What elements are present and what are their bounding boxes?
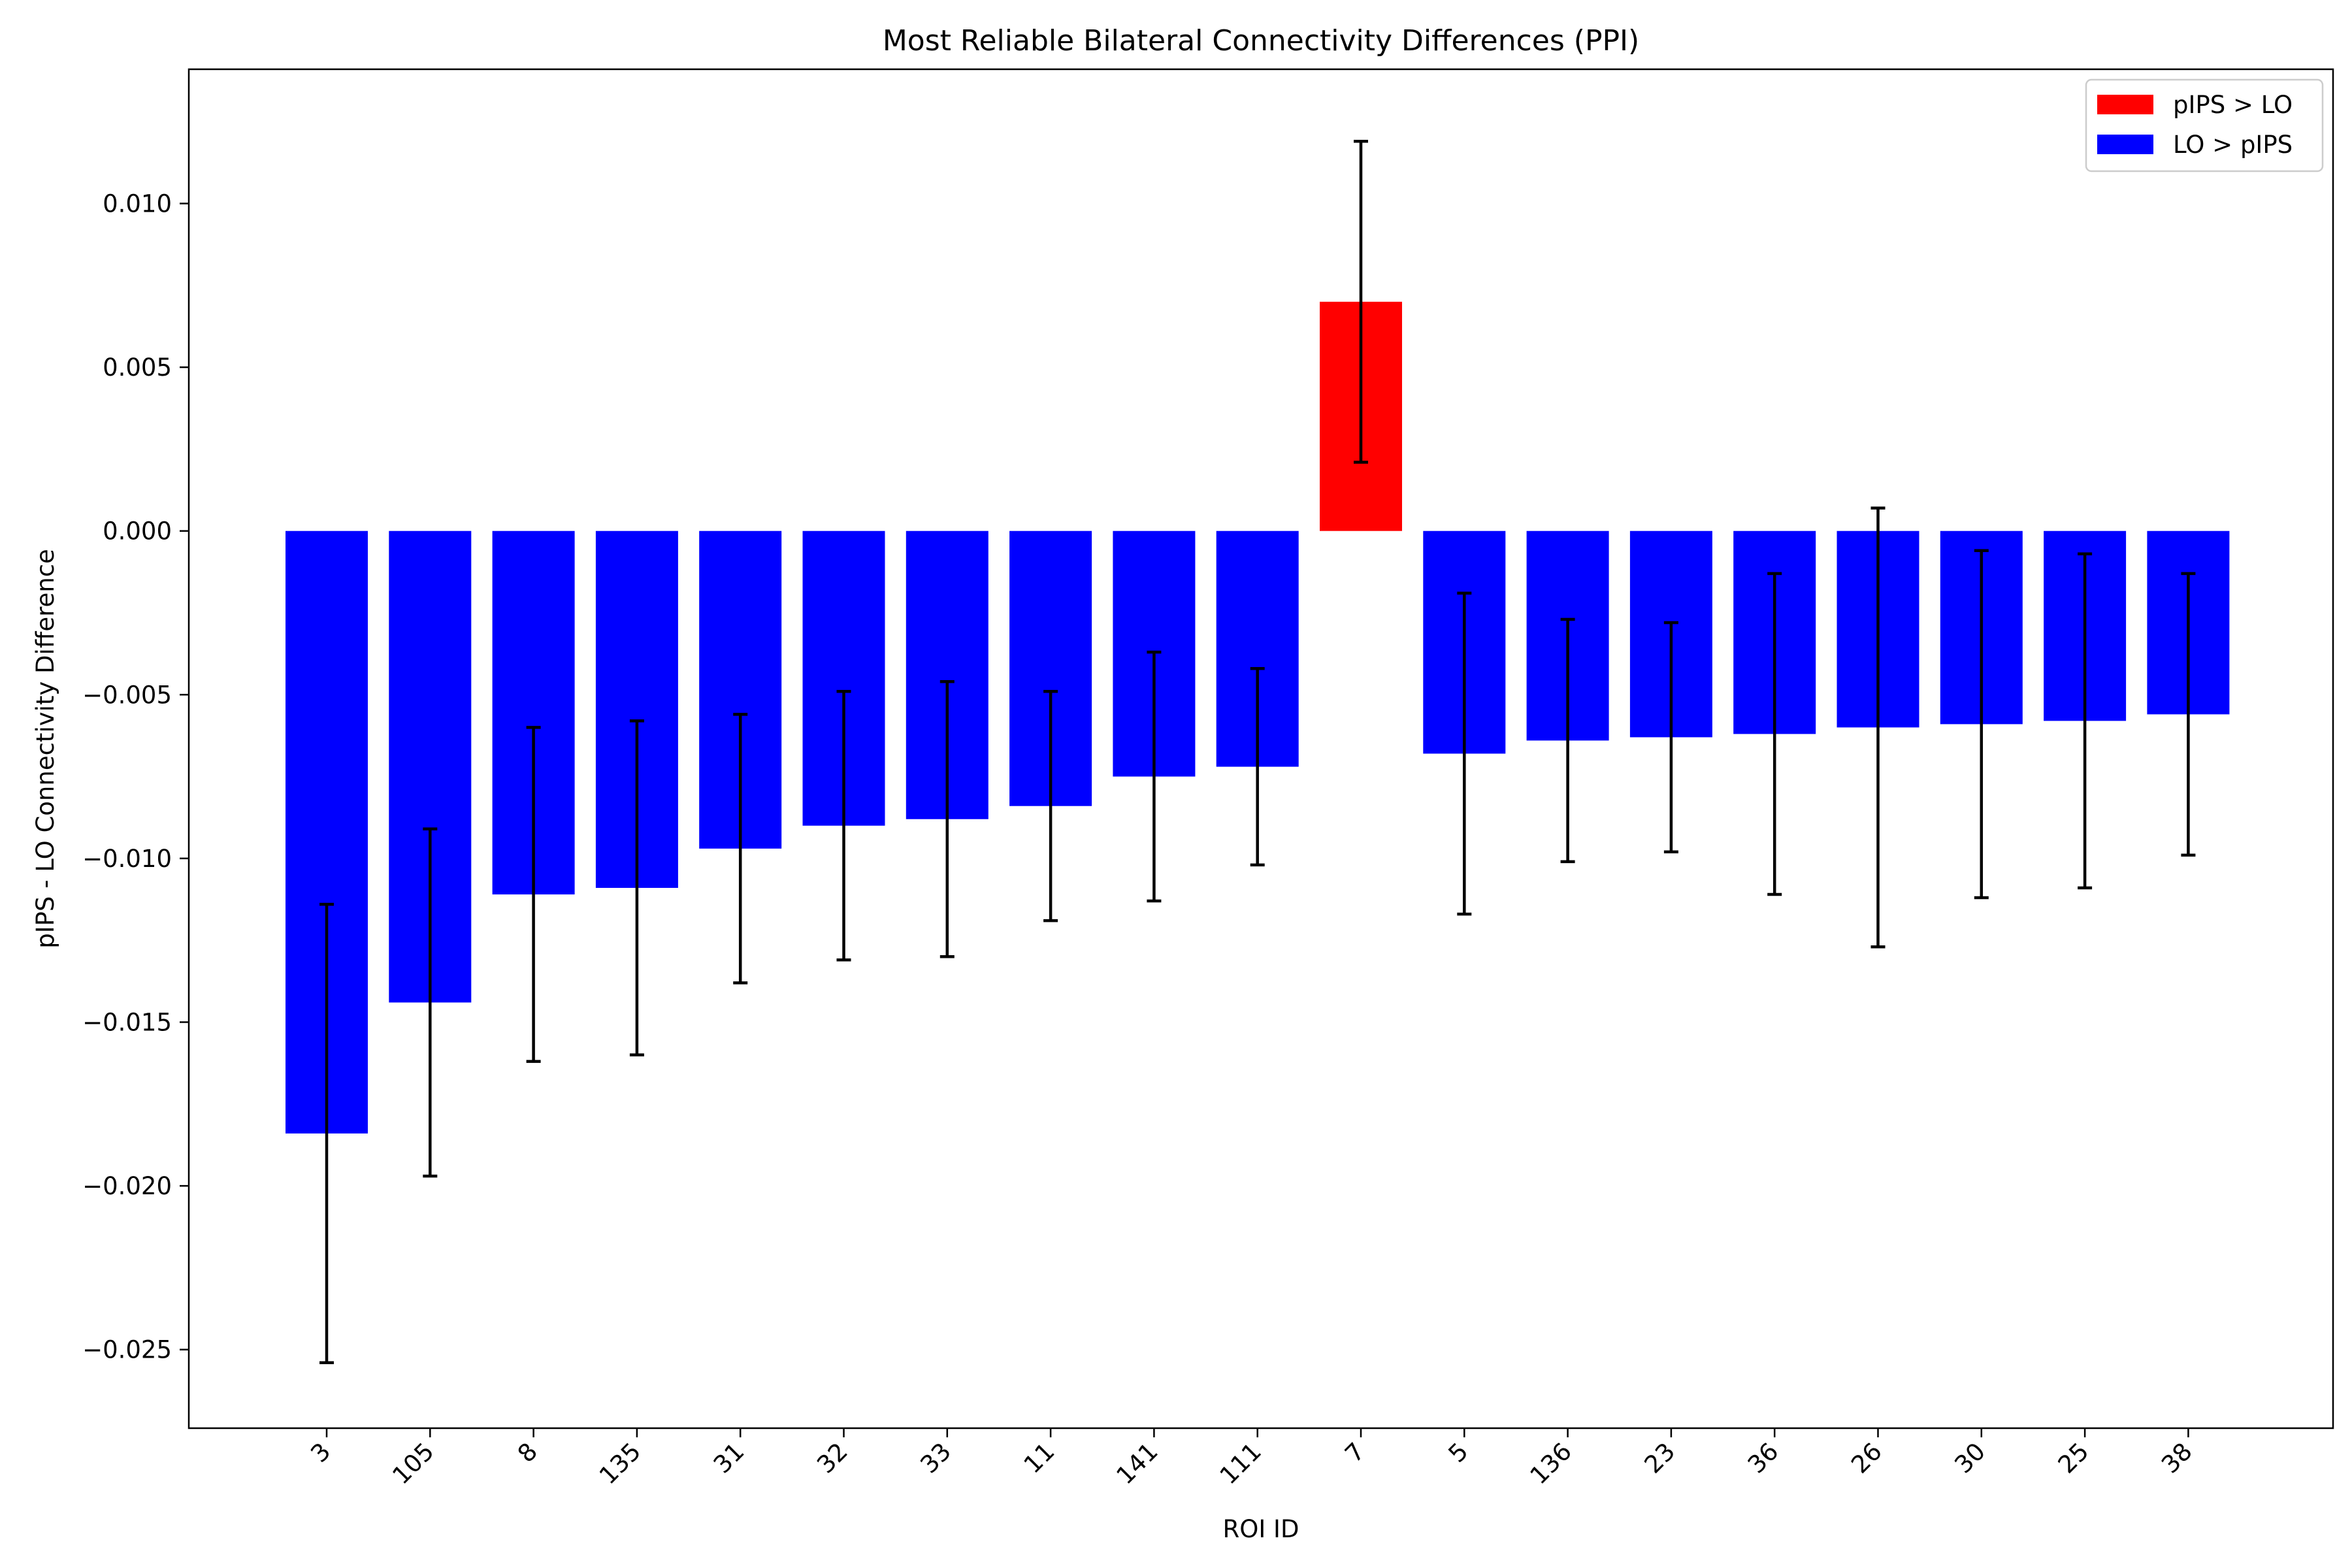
x-axis-label: ROI ID bbox=[1223, 1515, 1299, 1543]
axes-frame bbox=[188, 68, 2334, 1429]
legend: pIPS > LO LO > pIPS bbox=[2085, 78, 2324, 172]
y-tick-label-6: −0.020 bbox=[82, 1172, 172, 1200]
plot-area: 0.010 0.005 0.000 −0.005 −0.010 −0.015 −0.020 −… bbox=[82, 140, 2230, 1490]
chart-title: Most Reliable Bilateral Connectivity Dif… bbox=[883, 24, 1639, 57]
y-tick-label-3: −0.005 bbox=[82, 681, 172, 709]
y-axis-label: pIPS - LO Connectivity Difference bbox=[31, 549, 59, 949]
y-tick-label-2: 0.000 bbox=[103, 517, 172, 546]
legend-swatch-positive bbox=[2097, 95, 2153, 114]
y-tick-label-0: 0.010 bbox=[103, 189, 172, 218]
y-tick-label-1: 0.005 bbox=[103, 353, 172, 382]
legend-label-positive: pIPS > LO bbox=[2173, 91, 2293, 119]
y-tick-label-7: −0.025 bbox=[82, 1336, 172, 1364]
y-tick-label-4: −0.010 bbox=[82, 845, 172, 873]
legend-swatch-negative bbox=[2097, 135, 2153, 154]
y-tick-label-5: −0.015 bbox=[82, 1009, 172, 1037]
legend-label-negative: LO > pIPS bbox=[2173, 131, 2293, 159]
